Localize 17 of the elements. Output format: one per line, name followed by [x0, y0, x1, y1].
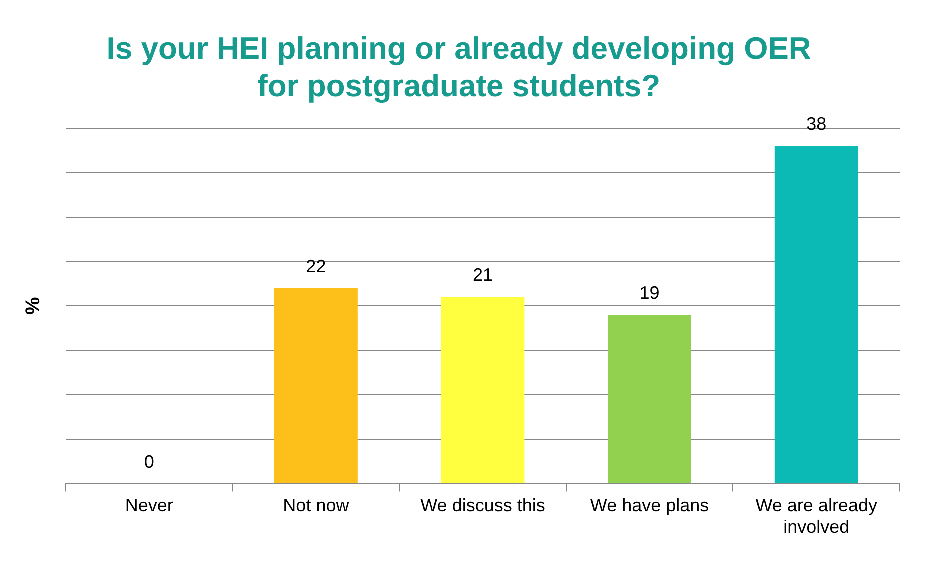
x-tick-label: We discuss this — [420, 496, 546, 516]
text: for postgraduate students? — [257, 68, 661, 104]
data-label: 22 — [306, 256, 326, 276]
y-axis-title: % — [22, 297, 45, 315]
bar — [441, 297, 525, 484]
x-tick-label: Never — [125, 496, 174, 516]
bar — [274, 288, 358, 484]
x-tick-label: We have plans — [590, 496, 710, 516]
x-tick-label: Not now — [283, 496, 350, 516]
bar — [774, 146, 858, 484]
bar — [608, 314, 692, 484]
data-label: 19 — [640, 282, 660, 303]
data-label: 0 — [144, 452, 154, 472]
text: Is your HEI planning or already developing OER — [106, 31, 812, 66]
data-label: 38 — [806, 114, 827, 134]
data-label: 21 — [472, 265, 494, 286]
x-tick-label: We are already involved — [756, 496, 878, 538]
